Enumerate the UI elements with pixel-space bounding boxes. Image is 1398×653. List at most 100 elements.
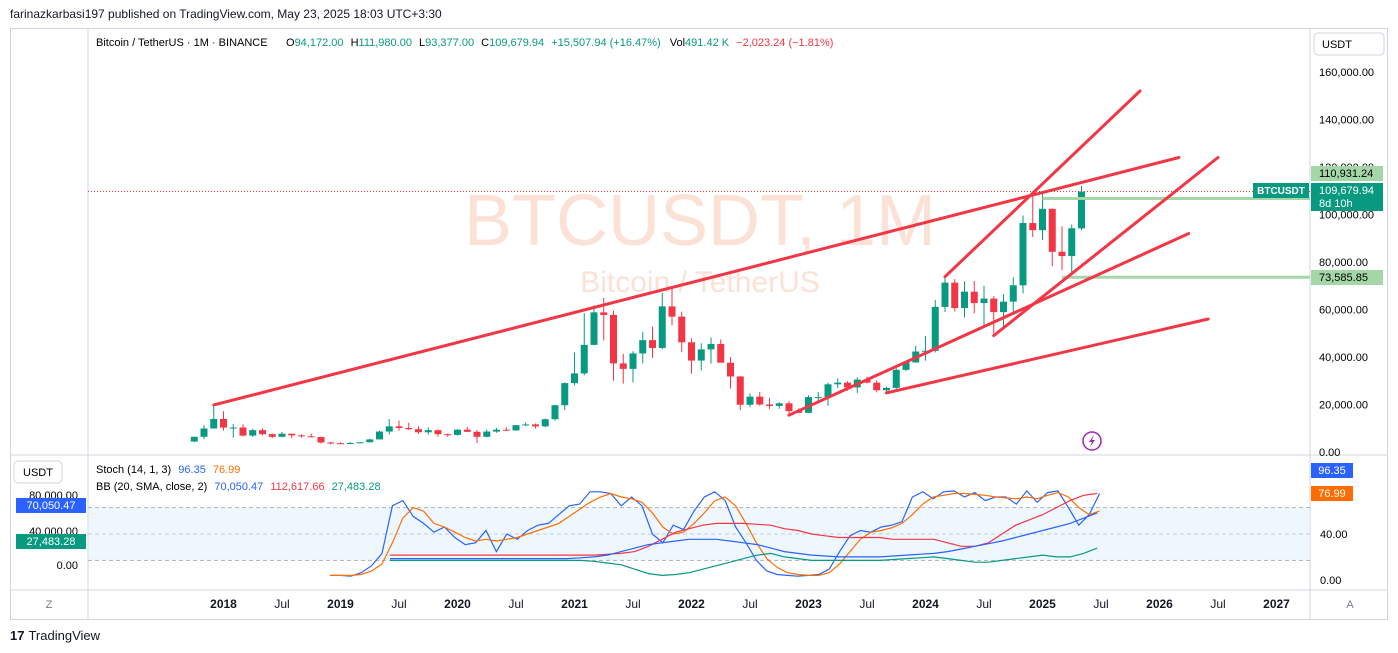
candle-body [259, 430, 266, 435]
candle-body [639, 340, 647, 354]
stoch-d-value: 76.99 [213, 464, 241, 476]
stoch-k-badge-text: 96.35 [1318, 465, 1346, 477]
currency-button[interactable] [1313, 32, 1385, 56]
price-tick: 40,000.00 [1319, 352, 1368, 364]
indicator-currency-button[interactable] [13, 460, 63, 484]
time-tick: 2023 [795, 597, 822, 611]
time-tick: 2025 [1029, 597, 1056, 611]
time-tick: Jul [976, 597, 991, 611]
candle-body [405, 428, 413, 430]
time-tick: 2027 [1263, 597, 1290, 611]
price-tick: 100,000.00 [1319, 210, 1374, 222]
change-value: +15,507.94 (+16.47%) [551, 37, 660, 49]
candle-body [766, 404, 773, 406]
time-tick: 2020 [444, 597, 471, 611]
bb-upper-value: 112,617.66 [270, 481, 324, 493]
chart-frame [10, 28, 1388, 620]
stoch-d-line [330, 491, 1100, 576]
ticker-badge [1253, 183, 1309, 198]
candle-body [580, 344, 588, 374]
candle-body [727, 362, 734, 377]
candle-body [561, 383, 569, 406]
price-tick: 0.00 [1319, 447, 1340, 459]
bb-mid-value: 70,050.47 [214, 481, 263, 493]
bb-label: BB (20, SMA, close, 2) [96, 481, 207, 493]
tradingview-logo[interactable]: 17 TradingView [10, 628, 100, 643]
level-low-label: 73,585.85 [1319, 272, 1368, 284]
price-axis[interactable]: 160,000.00140,000.00120,000.00100,000.00… [1319, 67, 1374, 459]
bb-legend[interactable]: BB (20, SMA, close, 2) 70,050.47 112,617… [96, 481, 381, 493]
candle-body [736, 376, 744, 405]
ind-right-tick: 0.00 [1320, 575, 1341, 587]
time-tick: 2019 [327, 597, 354, 611]
candle-body [600, 312, 608, 315]
candle-body [395, 426, 403, 429]
stoch-band-fill [88, 507, 1310, 561]
level-low-badge [1311, 270, 1383, 285]
candle-body [298, 435, 305, 437]
candle-body [873, 382, 881, 391]
candle-body [678, 316, 686, 343]
time-tick: 2024 [912, 597, 939, 611]
candle-body [220, 418, 227, 428]
candle-body [210, 418, 218, 429]
candles [190, 186, 1085, 445]
publisher-line: farinazkarbasi197 published on TradingVi… [10, 7, 442, 21]
candle-body [824, 384, 832, 398]
stoch-legend[interactable]: Stoch (14, 1, 3) 96.35 76.99 [96, 464, 240, 476]
candle-body [376, 431, 383, 440]
candle-body [268, 434, 276, 437]
trend-line[interactable] [992, 156, 1220, 338]
symbol-name[interactable]: Bitcoin / TetherUS · 1M · BINANCE [96, 37, 268, 49]
candle-body [1000, 301, 1007, 313]
trend-line[interactable] [885, 317, 1210, 395]
candle-body [571, 373, 578, 384]
candle-body [775, 403, 783, 406]
candle-body [707, 343, 715, 350]
candle-body [1078, 191, 1085, 229]
trend-line[interactable] [943, 89, 1142, 279]
candle-body [454, 429, 461, 435]
footer-brand: TradingView [28, 628, 101, 643]
candle-body [483, 431, 491, 437]
bb-mid-badge [16, 498, 86, 513]
candle-body [902, 362, 910, 370]
level-high-label: 110,931.24 [1319, 168, 1373, 180]
l-value: 93,377.00 [425, 37, 474, 49]
trend-line[interactable] [787, 232, 1191, 417]
candle-body [541, 419, 549, 427]
bb-mid-line [390, 512, 1098, 560]
price-tick: 80,000.00 [1319, 257, 1368, 269]
corner-left-button[interactable]: Z [46, 599, 53, 611]
candle-body [327, 442, 335, 444]
vol-label: Vol [670, 37, 685, 49]
candle-body [717, 343, 725, 363]
last-price: 109,679.94 [1319, 185, 1374, 197]
candle-body [249, 430, 257, 436]
stoch-d-badge [1311, 486, 1353, 501]
candle-body [385, 426, 393, 432]
candle-body [493, 429, 500, 432]
h-value: 111,980.00 [359, 37, 412, 49]
candle-body [1058, 251, 1066, 257]
candle-body [1068, 228, 1076, 257]
candle-body [980, 298, 988, 304]
countdown: 8d 10h [1319, 198, 1353, 210]
vol-change: −2,023.24 (−1.81%) [736, 37, 833, 49]
bb-lower-badge-text: 27,483.28 [27, 536, 76, 548]
candle-body [337, 443, 344, 445]
trend-line[interactable] [212, 156, 1181, 407]
candle-body [892, 369, 900, 388]
tradingview-mark-icon: 17 [10, 628, 25, 643]
currency-main: USDT [1322, 39, 1352, 51]
candle-body [229, 427, 237, 429]
candle-body [278, 433, 286, 437]
time-axis[interactable]: 2018 Jul 2019 Jul 2020 Jul 2021 Jul 2022 Jul 2023 J… [210, 597, 1290, 611]
auto-scale-button[interactable]: A [1346, 599, 1354, 611]
candle-body [532, 424, 539, 427]
price-tick: 140,000.00 [1319, 115, 1374, 127]
c-label: C [481, 37, 489, 49]
candle-body [834, 382, 842, 385]
candle-body [629, 353, 637, 369]
